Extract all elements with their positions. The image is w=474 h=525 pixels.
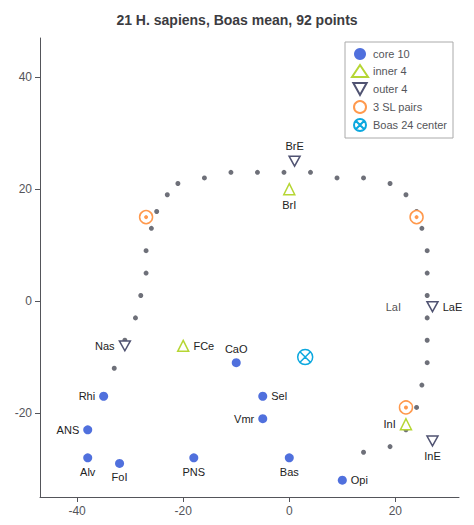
svg-text:21 H. sapiens, Boas mean, 92 p: 21 H. sapiens, Boas mean, 92 points	[116, 12, 357, 28]
svg-text:ANS: ANS	[57, 424, 80, 436]
svg-text:FoI: FoI	[112, 471, 128, 483]
svg-text:Boas 24 center: Boas 24 center	[373, 119, 447, 131]
svg-text:BrI: BrI	[282, 199, 296, 211]
svg-text:Sel: Sel	[271, 390, 287, 402]
svg-text:CaO: CaO	[225, 343, 248, 355]
svg-text:0: 0	[25, 294, 32, 308]
svg-text:inner 4: inner 4	[373, 65, 407, 77]
svg-text:40: 40	[19, 70, 33, 84]
svg-text:-20: -20	[175, 504, 193, 518]
svg-text:3 SL pairs: 3 SL pairs	[373, 101, 423, 113]
svg-text:0: 0	[286, 504, 293, 518]
svg-text:-20: -20	[15, 406, 33, 420]
svg-text:InI: InI	[383, 418, 395, 430]
svg-text:PNS: PNS	[182, 466, 205, 478]
svg-text:InE: InE	[424, 450, 441, 462]
svg-text:Alv: Alv	[80, 466, 96, 478]
svg-text:outer 4: outer 4	[373, 83, 407, 95]
svg-text:20: 20	[19, 182, 33, 196]
svg-text:20: 20	[389, 504, 403, 518]
svg-text:FCe: FCe	[193, 340, 214, 352]
svg-text:core 10: core 10	[373, 48, 410, 60]
svg-text:-40: -40	[68, 504, 86, 518]
svg-text:BrE: BrE	[285, 140, 303, 152]
svg-text:Nas: Nas	[95, 340, 115, 352]
svg-text:LaE: LaE	[443, 301, 463, 313]
svg-text:Rhi: Rhi	[79, 390, 96, 402]
svg-text:LaI: LaI	[386, 301, 401, 313]
svg-text:Vmr: Vmr	[234, 413, 255, 425]
svg-text:Opi: Opi	[351, 474, 368, 486]
svg-text:Bas: Bas	[280, 466, 299, 478]
